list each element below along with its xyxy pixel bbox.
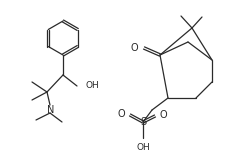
Text: OH: OH	[85, 80, 99, 89]
Text: O: O	[117, 109, 125, 119]
Text: N: N	[47, 105, 55, 115]
Text: O: O	[160, 110, 168, 120]
Text: OH: OH	[136, 143, 150, 152]
Text: O: O	[130, 43, 138, 53]
Text: S: S	[140, 117, 146, 127]
